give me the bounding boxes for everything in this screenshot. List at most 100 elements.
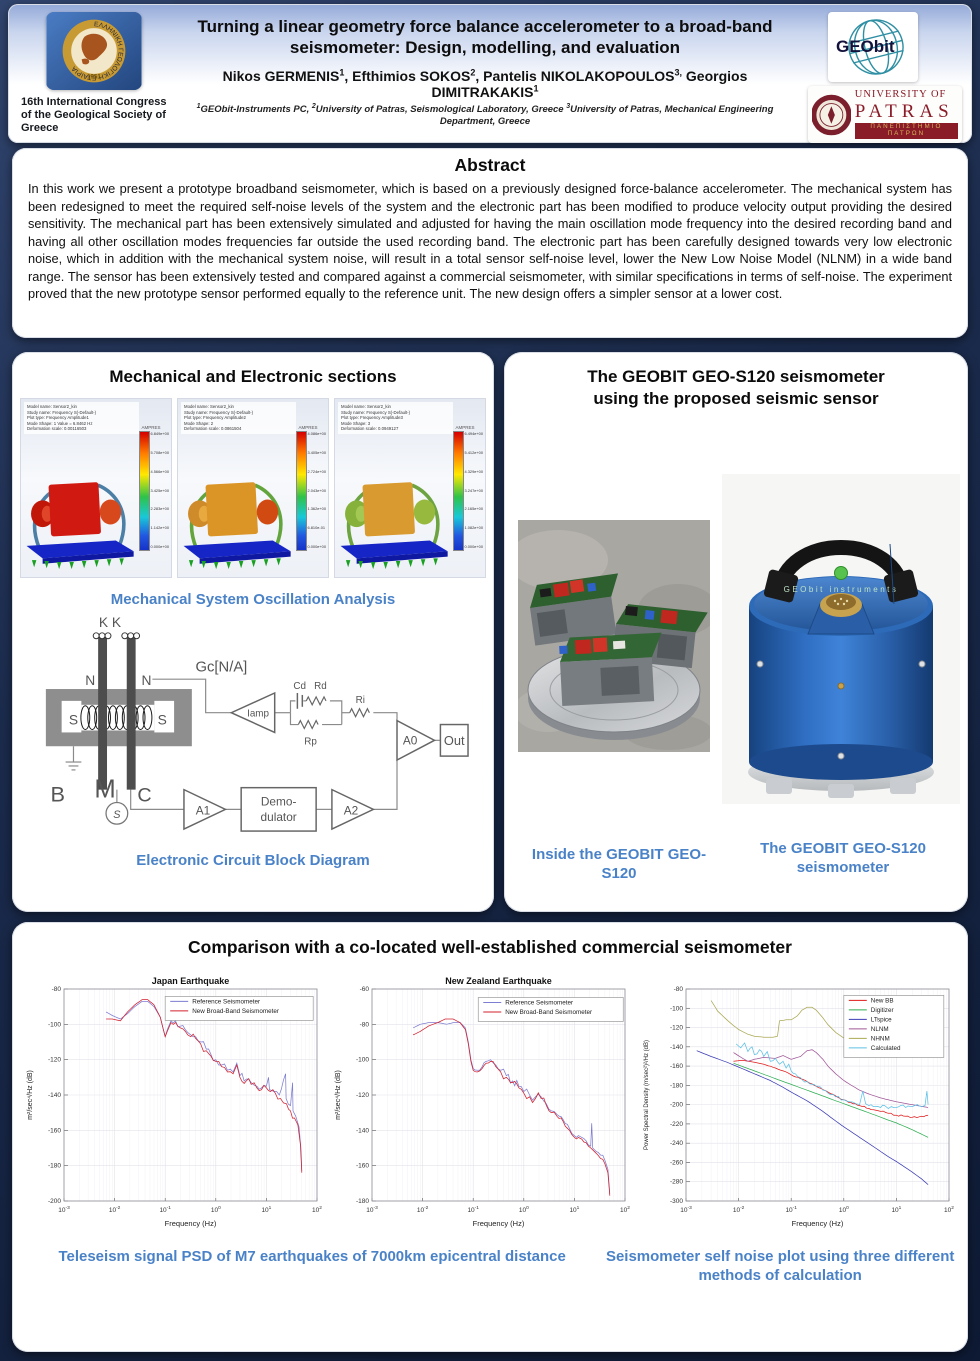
svg-text:102: 102 bbox=[620, 1205, 630, 1214]
svg-text:-220: -220 bbox=[670, 1121, 683, 1128]
svg-text:-100: -100 bbox=[356, 1056, 369, 1063]
congress-seal-icon: ΕΛΛΗΝΙΚΗ ΓΕΩΛΟΓΙΚΗ ΕΤΑΙΡΙΑ 1951 bbox=[46, 12, 142, 90]
fea-figure-mode1: Model name: Sensor2_kin Study name: Frequ… bbox=[20, 398, 172, 579]
circuit-label-demod2: dulator bbox=[261, 810, 297, 824]
fea-annotation: Model name: Sensor2_kin Study name: Frequ… bbox=[24, 402, 139, 434]
svg-text:m²/sec⁴/Hz (dB): m²/sec⁴/Hz (dB) bbox=[27, 1070, 34, 1120]
svg-text:-300: -300 bbox=[670, 1198, 683, 1205]
svg-text:Reference Seismometer: Reference Seismometer bbox=[505, 999, 573, 1006]
poster-title: Turning a linear geometry force balance … bbox=[197, 17, 773, 58]
uop-line3: ΠΑΝΕΠΙΣΤΗΜΙΟ ΠΑΤΡΩΝ bbox=[854, 122, 958, 139]
svg-text:New Zealand Earthquake: New Zealand Earthquake bbox=[445, 976, 552, 986]
svg-text:Reference Seismometer: Reference Seismometer bbox=[192, 998, 260, 1005]
svg-text:10-3: 10-3 bbox=[680, 1205, 692, 1214]
left-panel-title: Mechanical and Electronic sections bbox=[109, 367, 397, 386]
circuit-label-rd: Rd bbox=[314, 681, 327, 692]
svg-text:100: 100 bbox=[839, 1205, 849, 1214]
svg-text:New Broad-Band Seismometer: New Broad-Band Seismometer bbox=[192, 1008, 279, 1015]
fea-figure-mode2: Model name: Sensor2_kin Study name: Frequ… bbox=[177, 398, 329, 579]
svg-text:Frequency (Hz): Frequency (Hz) bbox=[165, 1219, 217, 1228]
svg-text:NHNM: NHNM bbox=[871, 1035, 890, 1042]
svg-text:-80: -80 bbox=[360, 1021, 370, 1028]
svg-text:-160: -160 bbox=[356, 1162, 369, 1169]
svg-text:NLNM: NLNM bbox=[871, 1026, 889, 1033]
chart-captions-row: Teleseism signal PSD of M7 earthquakes o… bbox=[12, 1248, 968, 1286]
svg-text:-160: -160 bbox=[670, 1063, 683, 1070]
svg-text:Power Spectral Density (m/sec²: Power Spectral Density (m/sec²)²/Hz (dB) bbox=[644, 1040, 650, 1150]
svg-text:-180: -180 bbox=[670, 1082, 683, 1089]
colorbar-gradient bbox=[138, 431, 150, 552]
geobit-logo: GEObit bbox=[828, 12, 918, 82]
selfnoise-caption: Seismometer self noise plot using three … bbox=[605, 1247, 955, 1284]
author: Efthimios SOKOS2 bbox=[352, 66, 476, 84]
colorbar-ticks: 6.494e+00 5.412e+00 4.329e+00 3.247e+00 2.16… bbox=[464, 431, 484, 550]
uop-line1: UNIVERSITY OF bbox=[854, 89, 947, 101]
svg-text:101: 101 bbox=[569, 1205, 579, 1214]
right-panel-title: The GEOBIT GEO-S120 seismometer using th… bbox=[518, 366, 954, 410]
author: Nikos GERMENIS1 bbox=[222, 66, 345, 84]
right-panel-title-line1: The GEOBIT GEO-S120 seismometer bbox=[587, 367, 885, 386]
svg-text:100: 100 bbox=[519, 1205, 529, 1214]
svg-text:Frequency (Hz): Frequency (Hz) bbox=[473, 1219, 525, 1228]
svg-text:Frequency (Hz): Frequency (Hz) bbox=[792, 1219, 844, 1228]
geobit-logo-text: GEObit bbox=[836, 37, 895, 56]
svg-text:10-2: 10-2 bbox=[733, 1205, 745, 1214]
circuit-label-m: M bbox=[94, 775, 115, 803]
svg-text:-80: -80 bbox=[52, 986, 62, 993]
fea-annotation: Model name: Sensor2_kin Study name: Frequ… bbox=[181, 402, 296, 434]
abstract-heading: Abstract bbox=[454, 155, 526, 175]
svg-text:10-3: 10-3 bbox=[58, 1205, 70, 1214]
fea-figures-row: Model name: Sensor2_kin Study name: Frequ… bbox=[20, 398, 486, 579]
svg-text:Japan Earthquake: Japan Earthquake bbox=[152, 976, 230, 986]
charts-row: 10-3 10-2 10-1 100 101 102 -200 -180 -160 -140 -12… bbox=[12, 972, 968, 1236]
svg-text:-140: -140 bbox=[48, 1092, 61, 1099]
svg-text:New Broad-Band Seismometer: New Broad-Band Seismometer bbox=[505, 1009, 592, 1016]
fea-annotation: Model name: Sensor2_kin Study name: Frequ… bbox=[338, 402, 453, 434]
congress-logo: ΕΛΛΗΝΙΚΗ ΓΕΩΛΟΓΙΚΗ ΕΤΑΙΡΙΑ 1951 bbox=[46, 12, 142, 90]
comparison-title: Comparison with a co-located well-establ… bbox=[188, 937, 792, 957]
circuit-label-kk: K K bbox=[99, 615, 122, 630]
author: Georgios DIMITRAKAKIS1 bbox=[431, 67, 748, 100]
uop-line2: PATRAS bbox=[854, 100, 954, 122]
colorbar-gradient bbox=[452, 431, 464, 552]
inside-sensor-photo bbox=[508, 520, 718, 752]
svg-text:10-2: 10-2 bbox=[109, 1205, 121, 1214]
mechanical-electronic-panel: Mechanical and Electronic sections Model… bbox=[12, 352, 494, 912]
fea-colorbar: AMPRES 6.849e+00 5.708e+00 4.566e+00 3.425e… bbox=[133, 425, 170, 552]
svg-text:-160: -160 bbox=[48, 1127, 61, 1134]
svg-text:-60: -60 bbox=[360, 986, 370, 993]
comparison-panel: Comparison with a co-located well-establ… bbox=[12, 922, 968, 1352]
authors-line: Nikos GERMENIS1, Efthimios SOKOS2, Pante… bbox=[222, 66, 748, 100]
circuit-label-rp: Rp bbox=[304, 736, 317, 747]
svg-text:-100: -100 bbox=[48, 1021, 61, 1028]
circuit-diagram-figure: K K Gc[N/A] N N S S B M C S A1 Demo- dul… bbox=[45, 615, 469, 832]
colorbar-title: AMPRES bbox=[455, 425, 475, 431]
circuit-label-source: S bbox=[113, 809, 121, 821]
fea-model-icon bbox=[26, 482, 134, 570]
svg-text:-240: -240 bbox=[670, 1140, 683, 1147]
congress-year: 1951 bbox=[87, 74, 101, 81]
svg-text:-80: -80 bbox=[674, 986, 684, 993]
circuit-label-demod1: Demo- bbox=[261, 794, 297, 808]
colorbar-ticks: 6.849e+00 5.708e+00 4.566e+00 3.425e+00 2.28… bbox=[150, 431, 170, 550]
fea-colorbar: AMPRES 4.086e+00 3.405e+00 2.724e+00 2.043e… bbox=[290, 425, 326, 552]
circuit-label-iamp: Iamp bbox=[247, 708, 269, 719]
colorbar-title: AMPRES bbox=[298, 425, 318, 431]
fea-figure-mode3: Model name: Sensor2_kin Study name: Frequ… bbox=[334, 398, 486, 579]
author: Pantelis NIKOLAKOPOULOS3, bbox=[483, 66, 683, 84]
uop-logo: UNIVERSITY OF PATRAS ΠΑΝΕΠΙΣΤΗΜΙΟ ΠΑΤΡΩΝ bbox=[808, 86, 962, 143]
svg-text:-280: -280 bbox=[670, 1178, 683, 1185]
circuit-label-b: B bbox=[50, 781, 64, 806]
abstract-text: In this work we present a prototype broa… bbox=[28, 181, 952, 302]
svg-text:101: 101 bbox=[261, 1205, 271, 1214]
svg-text:10-3: 10-3 bbox=[366, 1205, 378, 1214]
geobit-globe-icon: GEObit bbox=[836, 19, 904, 75]
affiliations-line: 1GEObit-Instruments PC, 2University of P… bbox=[196, 102, 774, 128]
svg-text:-120: -120 bbox=[670, 1024, 683, 1031]
svg-text:New BB: New BB bbox=[871, 997, 894, 1004]
svg-text:-120: -120 bbox=[356, 1092, 369, 1099]
svg-text:LTspice: LTspice bbox=[871, 1016, 892, 1023]
psd-chart-japan: 10-3 10-2 10-1 100 101 102 -200 -180 -160 -140 -12… bbox=[24, 972, 324, 1236]
svg-text:10-1: 10-1 bbox=[159, 1205, 171, 1214]
